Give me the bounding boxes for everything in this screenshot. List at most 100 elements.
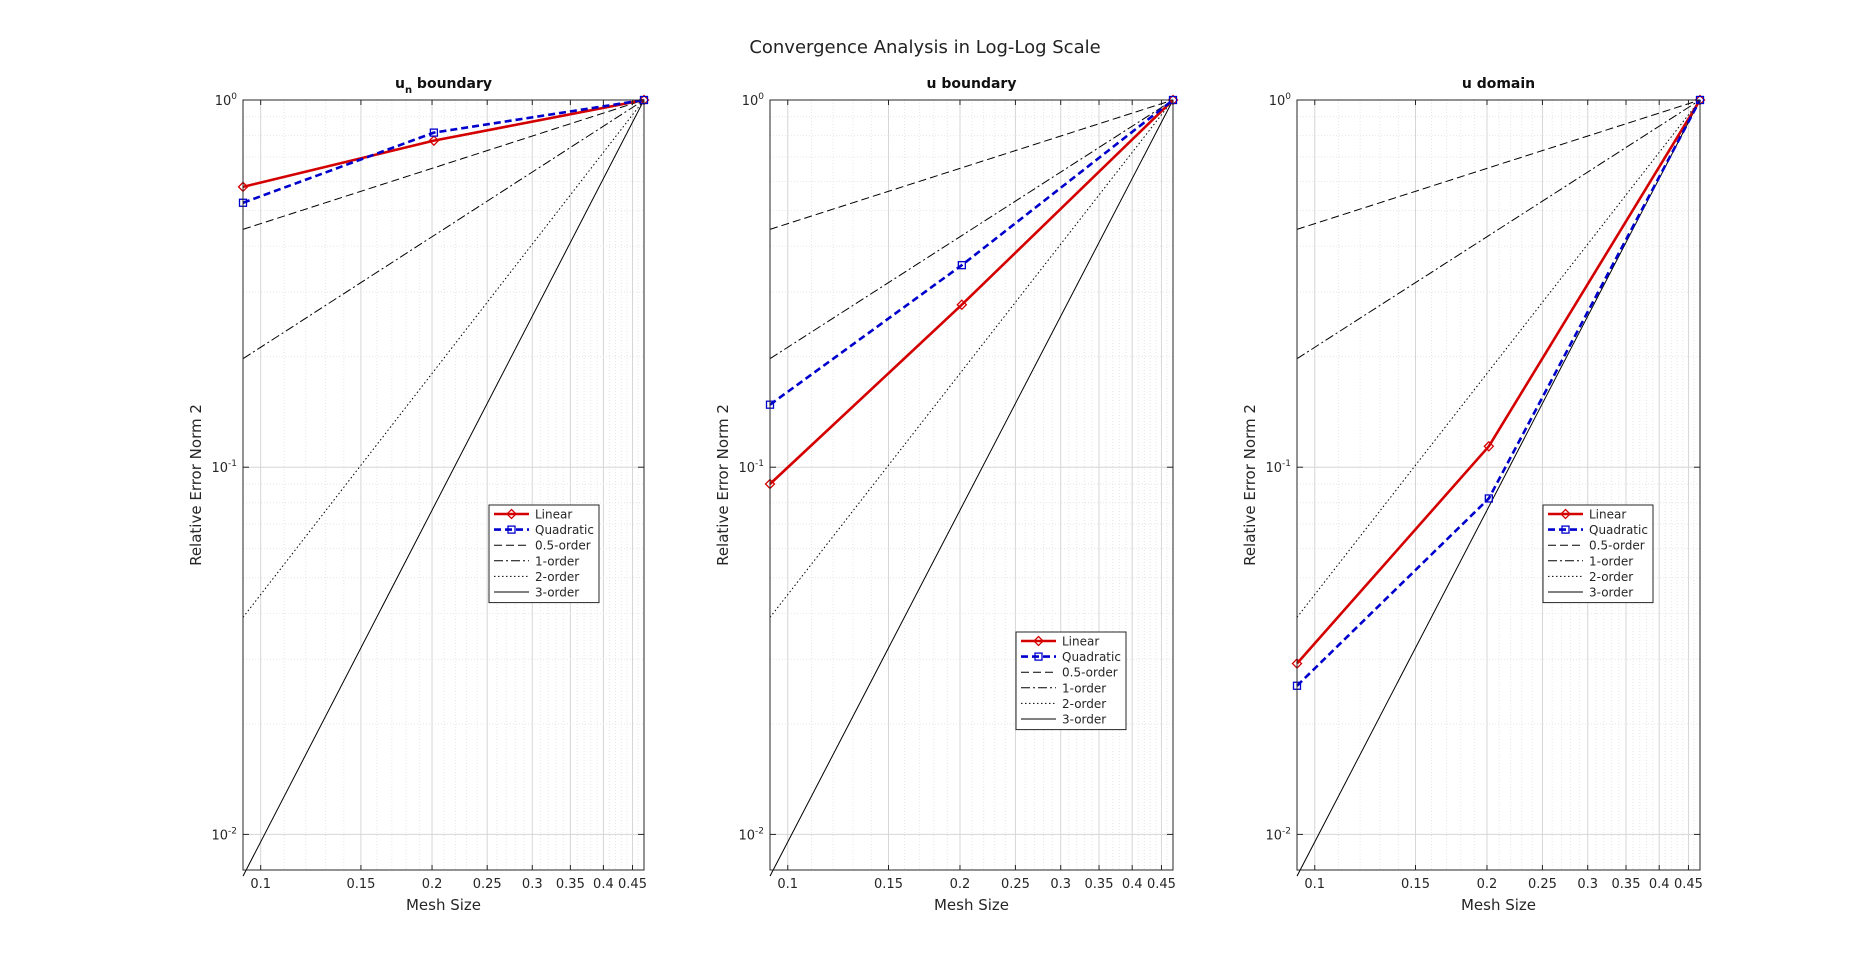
y-tick-label: 100 [742, 92, 765, 109]
chart-title: u domain [1462, 76, 1535, 92]
x-tick-label: 0.1 [250, 877, 271, 892]
legend-marker [1034, 652, 1043, 661]
series-line-1-order [242, 99, 645, 360]
x-tick-label: 0.45 [618, 877, 647, 892]
x-axis-label: Mesh Size [934, 896, 1009, 914]
series-line-quadratic [1296, 99, 1702, 687]
chart-title: un boundary [395, 76, 492, 96]
x-tick-label: 0.2 [950, 877, 971, 892]
series-line-1-order [769, 99, 1174, 360]
chart-panel-3: 0.1 0.15 0.2 0.25 0.3 0.35 0.4 0.45 10-2 10-1 100 u… [1241, 76, 1706, 914]
data-point-linear [428, 135, 440, 147]
data-point-quadratic [957, 261, 966, 270]
chart-panel-1: 0.1 0.15 0.2 0.25 0.3 0.35 0.4 0.45 10-2 10-1 100 u… [187, 76, 650, 914]
figure-title: Convergence Analysis in Log-Log Scale [749, 37, 1100, 58]
x-tick-label: 0.15 [346, 877, 375, 892]
x-tick-label: 0.45 [1147, 877, 1176, 892]
axes-box [1296, 99, 1701, 871]
legend-box [488, 504, 600, 604]
chart-panel-2: 0.1 0.15 0.2 0.25 0.3 0.35 0.4 0.45 10-2 10-1 100 u… [714, 76, 1179, 914]
x-axis-label: Mesh Size [1461, 896, 1536, 914]
x-tick-label: 0.25 [1528, 877, 1557, 892]
legend-label: 2-order [1062, 697, 1106, 711]
x-tick-label: 0.4 [1649, 877, 1670, 892]
y-axis-label: Relative Error Norm 2 [714, 404, 732, 566]
y-tick-label: 10-2 [1265, 826, 1291, 843]
y-tick-label: 10-2 [211, 826, 237, 843]
data-point-linear [1483, 440, 1495, 452]
series-line-05-order [769, 99, 1174, 230]
legend-label: Quadratic [1062, 650, 1121, 664]
legend-label: 2-order [1589, 570, 1633, 584]
legend-label: Quadratic [535, 523, 594, 537]
legend-box [1542, 504, 1654, 604]
chart-title: u boundary [927, 76, 1017, 92]
legend-label: 2-order [535, 570, 579, 584]
axes-box [242, 99, 645, 871]
panels: 0.1 0.15 0.2 0.25 0.3 0.35 0.4 0.45 10-2 10-1 100 u… [187, 76, 1706, 914]
series-line-05-order [1296, 99, 1701, 230]
series-line-05-order [242, 99, 645, 230]
series-line-2-order [769, 99, 1174, 618]
legend-label: 0.5-order [535, 539, 591, 553]
x-tick-label: 0.2 [422, 877, 443, 892]
legend-label: 3-order [535, 586, 579, 600]
series-line-linear [769, 99, 1174, 485]
data-point-linear [956, 299, 968, 311]
y-tick-label: 100 [215, 92, 238, 109]
legend-marker [1561, 525, 1570, 534]
series-line-3-order [769, 99, 1174, 877]
legend-marker [506, 508, 517, 520]
x-tick-label: 0.35 [556, 877, 585, 892]
y-tick-label: 10-1 [738, 459, 764, 476]
x-tick-label: 0.3 [1050, 877, 1071, 892]
x-tick-label: 0.15 [874, 877, 903, 892]
data-point-quadratic [1484, 494, 1493, 503]
x-tick-label: 0.15 [1401, 877, 1430, 892]
x-tick-label: 0.25 [1001, 877, 1030, 892]
legend-label: 0.5-order [1062, 666, 1118, 680]
x-tick-label: 0.3 [1577, 877, 1598, 892]
grid [1297, 100, 1700, 870]
y-tick-label: 10-1 [1265, 459, 1291, 476]
series-line-linear [1296, 99, 1702, 665]
x-tick-label: 0.1 [777, 877, 798, 892]
series-line-2-order [242, 99, 645, 618]
x-tick-label: 0.25 [473, 877, 502, 892]
legend-label: Quadratic [1589, 523, 1648, 537]
x-tick-label: 0.1 [1304, 877, 1325, 892]
legend-marker [1560, 508, 1571, 520]
y-tick-label: 10-1 [211, 459, 237, 476]
grid [243, 100, 644, 870]
legend-label: 0.5-order [1589, 539, 1645, 553]
legend-label: Linear [535, 508, 572, 522]
x-tick-label: 0.2 [1477, 877, 1498, 892]
series-line-linear [242, 98, 645, 189]
x-tick-label: 0.4 [1122, 877, 1143, 892]
x-tick-label: 0.35 [1085, 877, 1114, 892]
y-tick-label: 100 [1269, 92, 1292, 109]
x-tick-label: 0.4 [593, 877, 614, 892]
legend-marker [507, 525, 516, 534]
x-axis-label: Mesh Size [406, 896, 481, 914]
legend-label: 1-order [1589, 554, 1633, 568]
legend-label: 3-order [1062, 713, 1106, 727]
series-line-quadratic [242, 98, 645, 204]
series-line-2-order [1296, 99, 1701, 618]
legend-label: Linear [1062, 635, 1099, 649]
axes-box [769, 99, 1174, 871]
series-line-quadratic [769, 98, 1174, 406]
data-point-quadratic [429, 128, 439, 137]
x-tick-label: 0.45 [1674, 877, 1703, 892]
y-axis-label: Relative Error Norm 2 [1241, 404, 1259, 566]
legend-label: 1-order [535, 554, 579, 568]
legend-marker [1033, 635, 1044, 647]
x-tick-label: 0.3 [522, 877, 543, 892]
y-axis-label: Relative Error Norm 2 [187, 404, 205, 566]
legend-label: Linear [1589, 508, 1626, 522]
legend-label: 3-order [1589, 586, 1633, 600]
legend-box [1015, 631, 1127, 731]
